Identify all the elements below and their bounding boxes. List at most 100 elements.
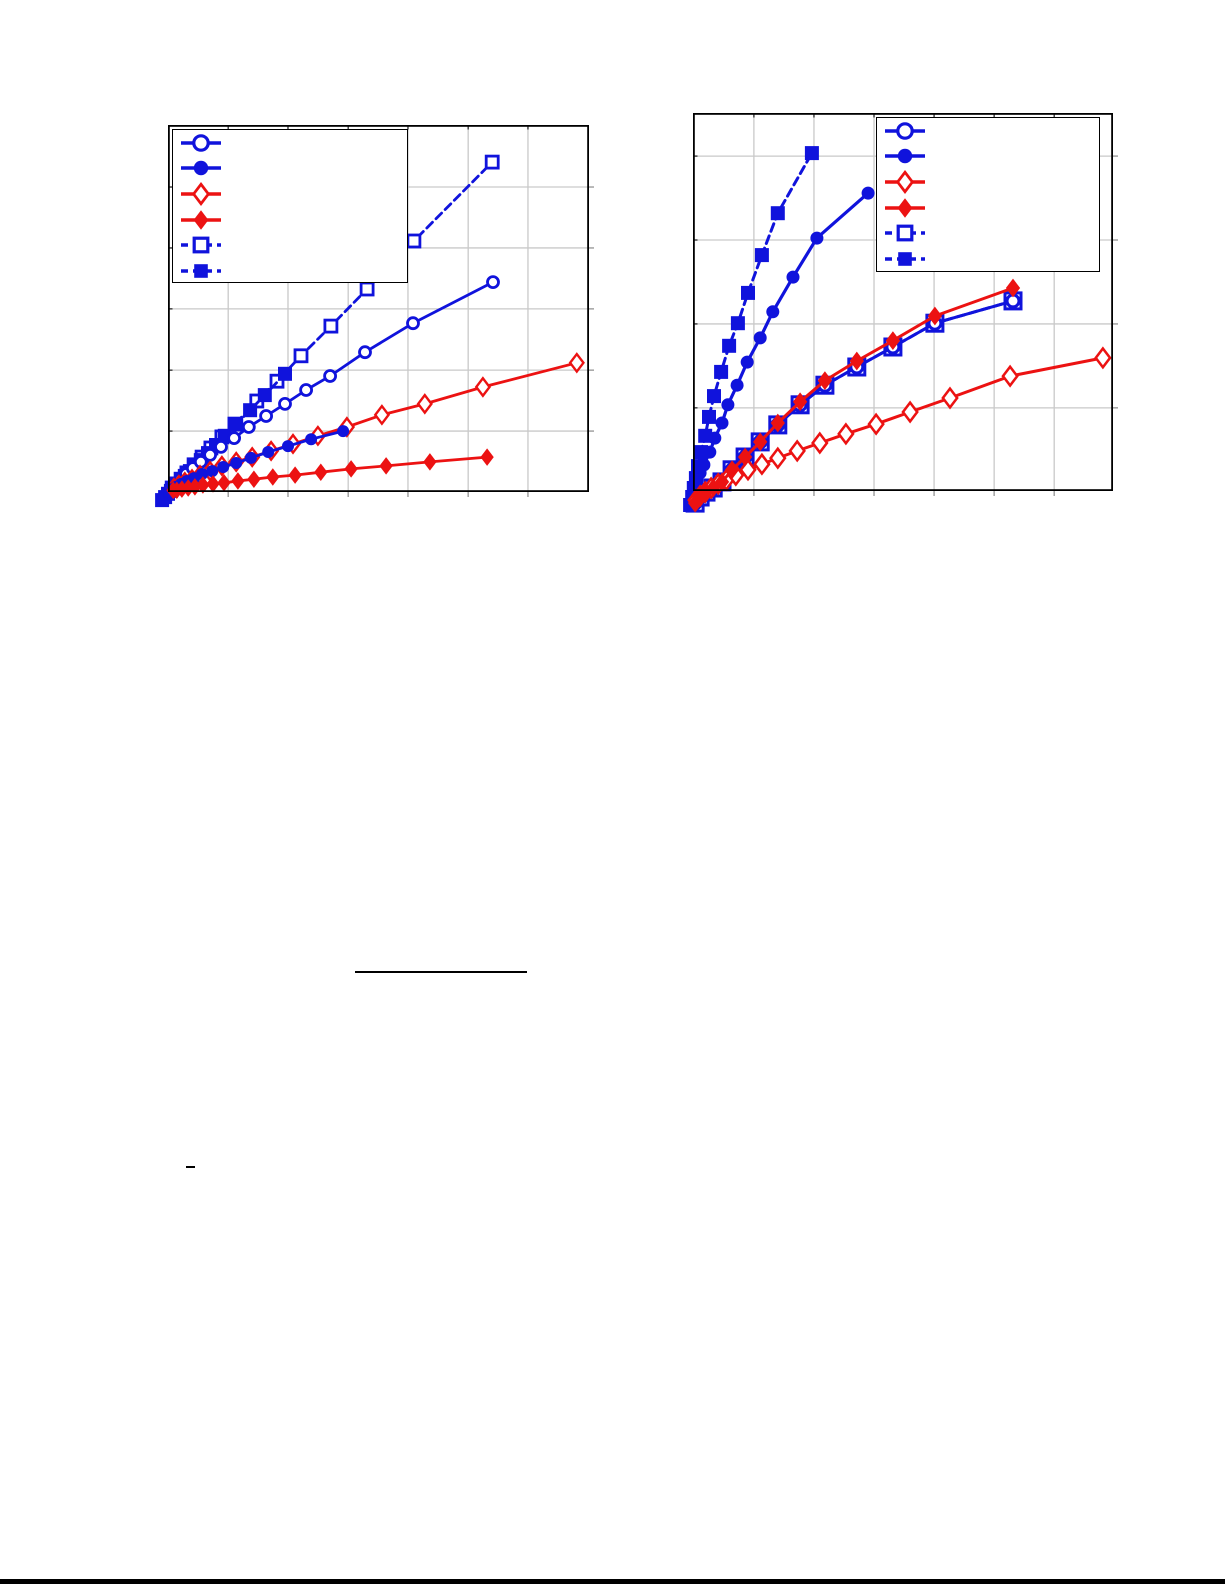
- circle-open-marker: [203, 447, 217, 462]
- left-chart: [155, 124, 594, 508]
- circle-filled-marker: [337, 425, 350, 438]
- square-filled-marker: [898, 251, 912, 266]
- circle-filled-marker: [766, 305, 780, 319]
- square-filled-marker: [730, 316, 745, 331]
- circle-filled-marker: [282, 440, 294, 453]
- circle-open-marker: [241, 420, 256, 434]
- page-footer-rule: [0, 1579, 1225, 1584]
- diamond-open-marker: [474, 376, 492, 398]
- square-filled-marker: [707, 389, 721, 404]
- axes-frame: [167, 124, 590, 493]
- plot-area: [683, 112, 1118, 513]
- diamond-filled-marker: [792, 392, 808, 412]
- diamond-open-marker: [901, 400, 919, 424]
- legend-sample-circle-filled: [885, 149, 925, 164]
- square-open-marker: [484, 154, 500, 170]
- diamond-filled-marker: [1005, 278, 1021, 298]
- circle-filled-marker: [861, 186, 875, 200]
- series-red-open-diamond: [687, 346, 1112, 512]
- circle-filled-marker: [305, 433, 318, 446]
- diamond-filled-marker: [817, 371, 833, 390]
- diamond-filled-marker: [423, 453, 437, 471]
- circle-open-marker: [896, 121, 914, 140]
- legend-entry-diamond-open: [173, 181, 407, 207]
- legend-sample-circle-open: [181, 133, 221, 152]
- diamond-filled-marker: [737, 447, 753, 467]
- legend-sample-diamond-filled: [181, 209, 221, 230]
- diamond-filled-marker: [288, 466, 302, 484]
- legend-entry-diamond-filled: [173, 207, 407, 233]
- square-open-marker: [359, 281, 375, 297]
- diamond-filled-marker: [231, 472, 245, 490]
- diamond-open-marker: [867, 412, 885, 436]
- square-open-marker: [323, 318, 339, 334]
- circle-open-marker: [299, 383, 314, 397]
- square-filled-marker: [257, 388, 272, 403]
- diamond-open-marker: [753, 452, 771, 476]
- legend-entry-square-open: [173, 232, 407, 258]
- diamond-open-marker: [769, 446, 787, 470]
- legend-entry-square-filled: [173, 258, 407, 284]
- legend: [876, 117, 1100, 272]
- plot-area: [155, 124, 594, 508]
- square-filled-marker: [714, 364, 729, 379]
- legend-entry-circle-open: [877, 118, 1099, 144]
- equation-fraction-bar: [355, 971, 527, 973]
- square-filled-marker: [804, 146, 819, 161]
- circle-filled-marker: [721, 398, 735, 412]
- circle-filled-marker: [897, 149, 913, 164]
- axes-frame: [692, 112, 1114, 492]
- square-filled-marker: [229, 417, 244, 432]
- circle-open-marker: [214, 439, 228, 454]
- diamond-open-marker: [373, 404, 391, 426]
- circle-filled-marker: [786, 270, 800, 284]
- diamond-open-marker: [191, 181, 211, 206]
- diamond-filled-marker: [314, 463, 328, 481]
- diamond-open-marker: [941, 386, 959, 410]
- series-blue-filled-square-dashed: [683, 146, 819, 512]
- diamond-filled-marker: [193, 209, 209, 230]
- diamond-filled-marker: [217, 474, 231, 492]
- diamond-filled-marker: [724, 460, 740, 480]
- circle-filled-marker: [193, 161, 209, 176]
- diamond-open-marker: [811, 431, 829, 455]
- legend-entry-diamond-filled: [877, 195, 1099, 221]
- circle-filled-marker: [196, 468, 209, 480]
- legend-sample-square-open: [885, 224, 925, 242]
- legend-entry-square-filled: [877, 246, 1099, 272]
- legend-entry-circle-filled: [173, 156, 407, 182]
- diamond-filled-marker: [770, 413, 785, 433]
- legend-sample-square-filled: [181, 263, 221, 278]
- diamond-open-marker: [788, 439, 806, 463]
- legend-sample-square-filled: [885, 251, 925, 266]
- circle-filled-marker: [230, 457, 243, 469]
- diamond-filled-marker: [379, 457, 393, 475]
- diamond-filled-marker: [266, 468, 280, 486]
- square-filled-marker: [694, 445, 708, 460]
- diamond-filled-marker: [480, 448, 494, 466]
- square-filled-marker: [770, 206, 785, 221]
- diamond-filled-marker: [897, 197, 913, 218]
- square-filled-marker: [698, 428, 713, 443]
- circle-filled-marker: [715, 416, 729, 430]
- circle-filled-marker: [753, 331, 767, 345]
- circle-open-marker: [227, 431, 241, 446]
- legend-sample-diamond-open: [885, 169, 925, 194]
- diamond-filled-marker: [247, 470, 261, 488]
- equation-overline-dash: [186, 1166, 195, 1168]
- square-open-marker: [896, 224, 914, 242]
- circle-filled-marker: [262, 446, 275, 458]
- circle-filled-marker: [206, 465, 219, 478]
- square-filled-marker: [741, 285, 755, 300]
- legend: [172, 129, 408, 283]
- legend-entry-circle-open: [173, 130, 407, 156]
- diamond-open-marker: [568, 352, 585, 374]
- square-filled-marker: [722, 338, 737, 353]
- right-chart: [683, 112, 1118, 513]
- legend-sample-diamond-open: [181, 181, 221, 206]
- circle-filled-marker: [810, 231, 824, 245]
- diamond-filled-marker: [753, 432, 768, 452]
- circle-filled-marker: [217, 461, 230, 473]
- diamond-filled-marker: [206, 475, 220, 493]
